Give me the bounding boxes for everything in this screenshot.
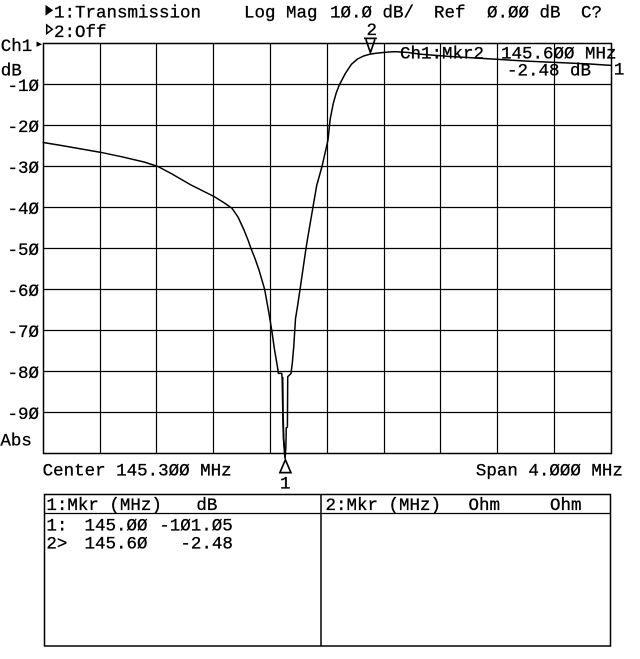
svg-text:-4Ø: -4Ø (8, 200, 40, 220)
svg-text:-2Ø: -2Ø (8, 118, 40, 138)
svg-text:Ohm: Ohm (469, 496, 501, 516)
svg-text:Ch1: Ch1 (1, 37, 33, 57)
svg-text:Ch1:Mkr2: Ch1:Mkr2 (400, 44, 484, 64)
svg-text:2:Off: 2:Off (54, 23, 107, 43)
svg-text:-1Ø: -1Ø (8, 77, 40, 97)
svg-text:1:Transmission: 1:Transmission (54, 4, 201, 24)
svg-text:145.6ØØ MHz: 145.6ØØ MHz (501, 44, 617, 64)
svg-text:Ø.ØØ dB: Ø.ØØ dB (487, 4, 561, 24)
svg-text:2:Mkr (MHz): 2:Mkr (MHz) (326, 496, 442, 516)
svg-text:-3Ø: -3Ø (8, 159, 40, 179)
svg-text:Abs: Abs (0, 432, 32, 452)
svg-text:-1Ø1.Ø5: -1Ø1.Ø5 (159, 516, 233, 536)
svg-text:Ohm: Ohm (550, 496, 582, 516)
svg-text:-8Ø: -8Ø (8, 364, 40, 384)
svg-text:1Ø.Ø dB/: 1Ø.Ø dB/ (330, 4, 414, 24)
svg-text:-2.48: -2.48 (180, 534, 233, 554)
svg-text:1: 1 (280, 474, 291, 494)
svg-text:dB: dB (196, 496, 217, 516)
svg-text:145.6Ø: 145.6Ø (85, 534, 148, 554)
svg-text:-9Ø: -9Ø (8, 405, 40, 425)
svg-text:dB: dB (1, 62, 22, 82)
svg-text:1: 1 (614, 61, 625, 81)
svg-text:C?: C? (581, 4, 602, 24)
svg-text:-2.48 dB: -2.48 dB (507, 62, 591, 82)
svg-text:-7Ø: -7Ø (8, 323, 40, 343)
svg-text:-6Ø: -6Ø (8, 282, 40, 302)
svg-text:Log Mag: Log Mag (244, 4, 318, 24)
svg-text:1:Mkr (MHz): 1:Mkr (MHz) (46, 496, 162, 516)
svg-text:2: 2 (367, 21, 378, 41)
svg-text:2>: 2> (46, 534, 67, 554)
svg-text:Ref: Ref (434, 4, 466, 24)
svg-text:Center 145.3ØØ MHz: Center 145.3ØØ MHz (43, 462, 232, 482)
svg-text:-5Ø: -5Ø (8, 241, 40, 261)
svg-text:1:: 1: (46, 516, 67, 536)
svg-text:Span 4.ØØØ MHz: Span 4.ØØØ MHz (476, 462, 623, 482)
svg-text:145.ØØ: 145.ØØ (85, 516, 148, 536)
